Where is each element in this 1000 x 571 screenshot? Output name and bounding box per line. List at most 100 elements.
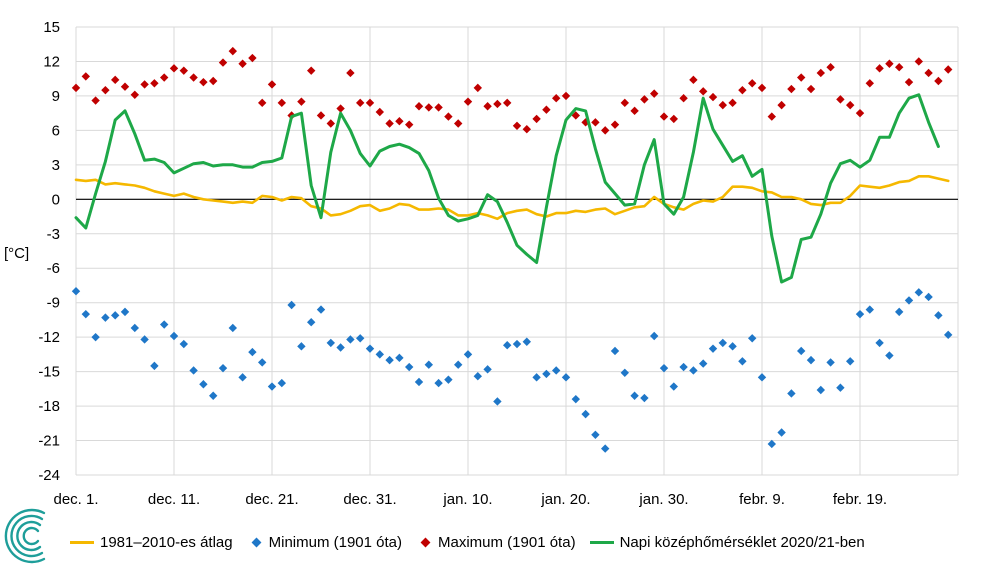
data-point-minimum	[326, 338, 335, 348]
data-point-minimum	[454, 360, 463, 369]
data-point-maximum	[601, 126, 610, 135]
data-point-maximum	[248, 53, 257, 63]
data-point-minimum	[503, 340, 512, 350]
x-tick-label: dec. 21.	[245, 491, 298, 508]
data-point-maximum	[875, 64, 884, 73]
data-point-maximum	[346, 68, 355, 78]
x-tick-labels: dec. 1. dec. 11. dec. 21. dec. 31. jan. 10. j…	[53, 491, 887, 508]
x-tick-label: febr. 9.	[739, 491, 785, 508]
data-point-maximum	[620, 98, 629, 108]
y-tick-label: -15	[38, 364, 60, 381]
data-point-minimum	[267, 382, 277, 391]
data-point-minimum	[444, 375, 453, 384]
data-point-minimum	[120, 307, 130, 317]
data-point-minimum	[356, 334, 365, 343]
data-point-maximum	[336, 104, 345, 113]
data-point-minimum	[718, 338, 727, 348]
data-point-maximum	[895, 63, 904, 72]
data-point-minimum	[336, 343, 345, 352]
data-point-maximum	[561, 91, 571, 101]
data-point-maximum	[81, 72, 90, 81]
data-point-minimum	[81, 309, 90, 319]
legend-item-maximum: Maximum (1901 óta)	[416, 534, 576, 551]
x-tick-label: jan. 10.	[442, 491, 492, 508]
data-point-minimum	[640, 393, 649, 403]
legend-swatch-minimum	[251, 537, 262, 547]
data-point-maximum	[395, 116, 404, 126]
data-point-maximum	[885, 59, 894, 68]
data-point-maximum	[522, 125, 531, 134]
data-point-minimum	[542, 369, 551, 379]
y-tick-label: -3	[47, 226, 60, 243]
data-point-maximum	[610, 120, 620, 129]
data-point-maximum	[228, 46, 237, 56]
data-point-maximum	[71, 83, 81, 93]
data-point-minimum	[346, 335, 355, 344]
data-point-maximum	[160, 73, 169, 82]
data-point-minimum	[561, 373, 571, 382]
data-point-minimum	[463, 350, 473, 359]
data-point-maximum	[826, 63, 835, 72]
data-point-maximum	[512, 121, 522, 130]
data-point-maximum	[591, 118, 600, 127]
data-point-maximum	[277, 98, 286, 108]
data-point-minimum	[748, 334, 757, 343]
data-point-maximum	[473, 83, 482, 93]
data-point-minimum	[522, 337, 531, 346]
data-point-minimum	[297, 342, 306, 351]
data-point-minimum	[571, 394, 580, 404]
data-point-minimum	[493, 397, 502, 406]
data-point-minimum	[179, 339, 188, 349]
data-point-maximum	[179, 66, 188, 75]
data-point-maximum	[307, 66, 316, 75]
data-point-maximum	[728, 98, 737, 108]
data-point-minimum	[728, 342, 737, 351]
y-tick-label: -12	[38, 329, 60, 346]
legend-item-average: 1981–2010-es átlag	[70, 534, 233, 551]
data-point-maximum	[581, 118, 590, 127]
legend-swatch-maximum	[420, 537, 431, 547]
data-point-maximum	[699, 87, 708, 96]
data-point-minimum	[130, 323, 139, 333]
data-point-maximum	[552, 94, 561, 103]
data-point-maximum	[855, 108, 865, 118]
y-tick-label: -18	[38, 398, 60, 415]
data-point-minimum	[601, 444, 610, 453]
x-tick-label: jan. 20.	[540, 491, 590, 508]
data-point-minimum	[669, 382, 678, 391]
y-tick-label: -6	[47, 260, 60, 277]
data-point-minimum	[424, 360, 433, 369]
data-point-minimum	[699, 359, 708, 368]
data-point-maximum	[571, 111, 580, 120]
x-tick-label: dec. 31.	[343, 491, 396, 508]
legend-item-daily-mean: Napi középhőmérséklet 2020/21-ben	[589, 534, 865, 551]
data-point-minimum	[218, 363, 228, 373]
data-point-minimum	[826, 358, 835, 367]
data-point-minimum	[650, 331, 659, 341]
data-point-minimum	[365, 344, 375, 353]
legend-item-minimum: Minimum (1901 óta)	[247, 534, 402, 551]
data-point-maximum	[777, 100, 786, 110]
data-point-maximum	[326, 119, 335, 128]
series-minimum	[71, 287, 953, 453]
data-point-minimum	[659, 363, 669, 373]
data-point-maximum	[493, 99, 502, 109]
data-point-maximum	[140, 80, 149, 89]
data-point-minimum	[277, 378, 286, 388]
data-point-maximum	[865, 79, 874, 88]
data-point-minimum	[836, 383, 845, 392]
data-point-minimum	[405, 362, 414, 372]
data-point-minimum	[71, 287, 81, 296]
y-tick-label: 0	[52, 191, 60, 208]
data-point-minimum	[160, 320, 169, 329]
data-point-minimum	[385, 355, 394, 365]
data-point-minimum	[483, 365, 492, 374]
data-point-minimum	[287, 300, 296, 310]
data-point-minimum	[414, 377, 424, 387]
y-tick-label: -21	[38, 433, 60, 450]
data-point-minimum	[855, 309, 865, 319]
y-axis-label: [°C]	[4, 245, 29, 262]
data-point-minimum	[620, 368, 629, 377]
data-point-minimum	[248, 347, 257, 357]
